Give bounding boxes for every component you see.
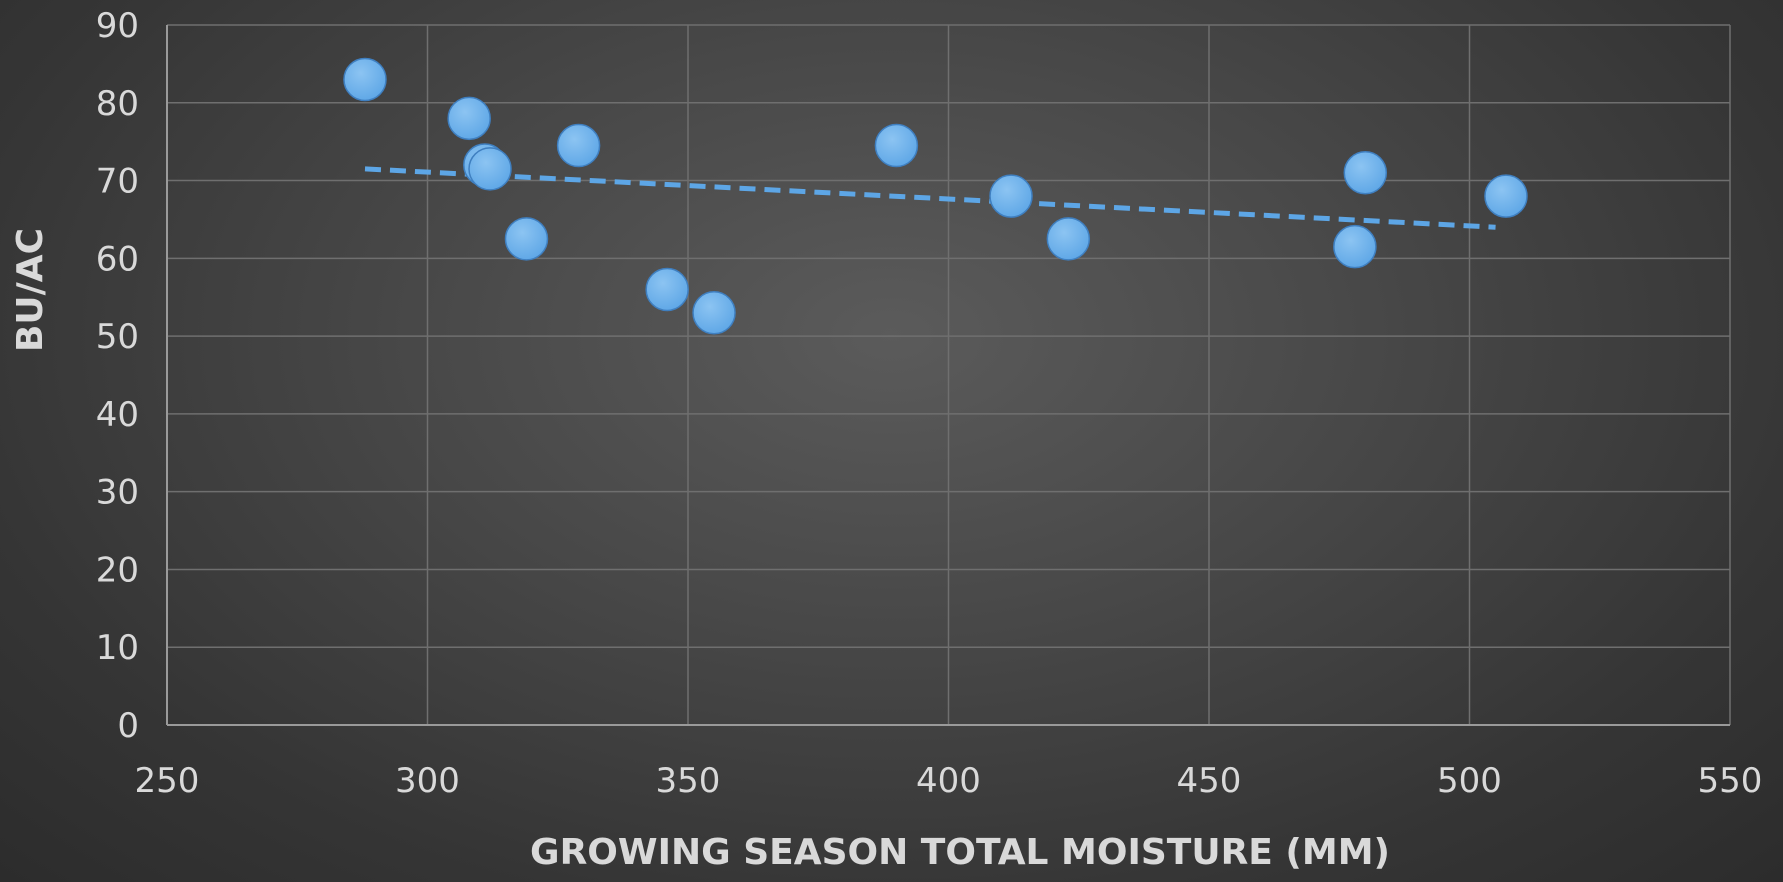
x-tick-label: 450: [1177, 761, 1242, 801]
data-point: [1046, 217, 1091, 261]
y-tick-label: 50: [96, 317, 139, 357]
data-point: [504, 217, 549, 261]
data-point: [645, 267, 689, 312]
y-tick-label: 70: [96, 162, 139, 202]
data-point: [874, 123, 919, 168]
y-tick-label: 40: [96, 395, 139, 435]
axes: [166, 25, 1730, 726]
y-tick-label: 20: [96, 550, 139, 590]
x-tick-label: 250: [135, 761, 200, 801]
y-axis-ticks: 0 10 20 30 40 50 60 70 80 90: [96, 6, 139, 746]
data-point: [989, 174, 1033, 218]
x-tick-label: 350: [656, 761, 721, 801]
data-point: [468, 147, 512, 191]
data-point: [447, 96, 491, 141]
x-tick-label: 550: [1698, 761, 1763, 801]
x-axis-ticks: 250 300 350 400 450 500 550: [135, 761, 1763, 801]
y-tick-label: 0: [117, 706, 139, 746]
trendline: [364, 166, 1496, 230]
y-axis-title: BU/AC: [10, 228, 51, 352]
y-tick-label: 60: [96, 239, 139, 279]
x-tick-label: 400: [916, 761, 981, 801]
trendline-group: [364, 166, 1496, 230]
y-tick-label: 90: [96, 6, 139, 46]
data-point: [692, 291, 736, 335]
data-points: [343, 57, 1528, 335]
data-point: [1343, 151, 1388, 195]
data-point: [1333, 224, 1377, 269]
x-tick-label: 300: [395, 761, 460, 801]
y-tick-label: 80: [96, 84, 139, 124]
y-tick-label: 30: [96, 473, 139, 513]
grid: [167, 24, 1731, 725]
y-tick-label: 10: [96, 628, 139, 668]
x-axis-title: GROWING SEASON TOTAL MOISTURE (MM): [530, 832, 1390, 873]
x-tick-label: 500: [1437, 761, 1502, 801]
data-point: [556, 123, 601, 168]
data-point: [343, 57, 387, 102]
data-point: [1484, 174, 1528, 218]
